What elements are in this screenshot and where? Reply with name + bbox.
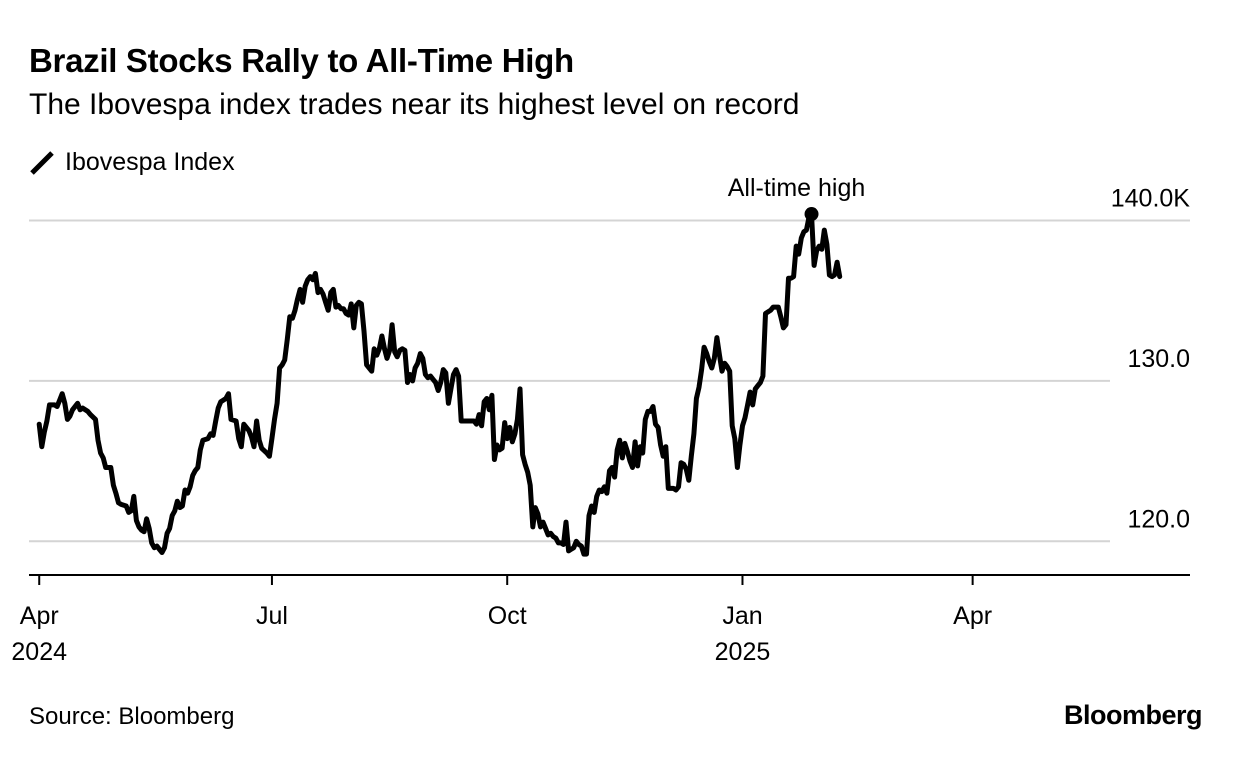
series-line-ibovespa bbox=[36, 211, 843, 557]
y-tick-label-130: 130.0 bbox=[1127, 345, 1190, 373]
chart-legend: Ibovespa Index bbox=[29, 148, 235, 177]
all-time-high-marker bbox=[804, 207, 819, 222]
x-tick-label-4: Apr bbox=[953, 602, 992, 630]
x-axis: Apr 2024 Jul Oct Jan 2025 Apr bbox=[11, 574, 1190, 666]
x-tick-year-label-0: 2024 bbox=[11, 638, 67, 666]
x-tick-year-label-3: 2025 bbox=[715, 638, 771, 666]
legend-label: Ibovespa Index bbox=[65, 148, 235, 176]
all-time-high-label: All-time high bbox=[728, 174, 866, 202]
chart-title: Brazil Stocks Rally to All-Time High bbox=[29, 42, 574, 79]
y-tick-label-140: 140.0K bbox=[1111, 184, 1191, 212]
annotation-layer: All-time high bbox=[728, 174, 866, 222]
bloomberg-logo: Bloomberg bbox=[1063, 700, 1203, 730]
x-tick-label-0: Apr bbox=[20, 602, 59, 630]
chart-subtitle: The Ibovespa index trades near its highe… bbox=[29, 88, 800, 121]
source-note: Source: Bloomberg bbox=[29, 703, 235, 730]
series-layer bbox=[36, 211, 843, 557]
y-axis-labels: 120.0 130.0 140.0K bbox=[1111, 184, 1191, 533]
gridlines bbox=[29, 219, 1190, 543]
x-tick-label-2: Oct bbox=[488, 602, 527, 630]
x-tick-label-3: Jan bbox=[722, 602, 762, 630]
x-tick-label-1: Jul bbox=[256, 602, 288, 630]
y-tick-label-120: 120.0 bbox=[1127, 505, 1190, 533]
legend-line-icon bbox=[30, 150, 54, 175]
